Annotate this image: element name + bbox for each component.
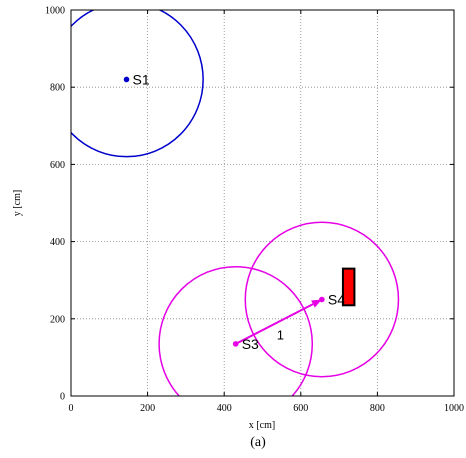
x-tick-label: 1000 — [444, 403, 464, 414]
plot-frame — [70, 9, 455, 397]
x-tick-label: 400 — [217, 403, 232, 414]
coverage-circle-s4 — [244, 221, 400, 378]
y-tick-label: 0 — [60, 392, 65, 403]
coverage-circles — [71, 10, 400, 396]
sensor-label-s4: S4 — [328, 292, 345, 308]
sensor-points: S1 S3 S4 — [123, 71, 345, 352]
link-arrowhead — [311, 299, 322, 308]
coverage-circle-s1 — [71, 10, 204, 158]
y-tick-label: 200 — [50, 314, 65, 325]
x-axis-label: x [cm] — [249, 420, 275, 431]
grid-lines — [71, 10, 454, 396]
figure-caption: (a) — [250, 435, 266, 450]
x-tick-label: 800 — [370, 403, 385, 414]
y-tick-label: 1000 — [45, 6, 65, 17]
x-tick-label: 0 — [69, 403, 74, 414]
target-rectangle — [341, 267, 356, 307]
sensor-point-s1 — [123, 76, 130, 83]
sensor-links: 1 — [235, 299, 322, 345]
link-label: 1 — [277, 328, 284, 343]
y-tick-label: 600 — [50, 160, 65, 171]
x-tick-label: 600 — [293, 403, 308, 414]
sensor-point-s3 — [232, 341, 239, 347]
x-tick-label: 200 — [140, 403, 155, 414]
link-line — [235, 303, 314, 345]
y-tick-label: 400 — [50, 237, 65, 248]
sensor-label-s3: S3 — [242, 336, 259, 352]
sensor-label-s1: S1 — [133, 71, 150, 87]
y-axis-label: y [cm] — [12, 190, 23, 216]
y-tick-label: 800 — [50, 83, 65, 94]
axis-ticks: 0 200 400 600 800 1000 0 200 400 600 800 1000 — [45, 6, 464, 415]
sensor-point-s4 — [319, 296, 325, 303]
coverage-circle-s3 — [158, 265, 314, 396]
target-marker — [341, 267, 356, 307]
